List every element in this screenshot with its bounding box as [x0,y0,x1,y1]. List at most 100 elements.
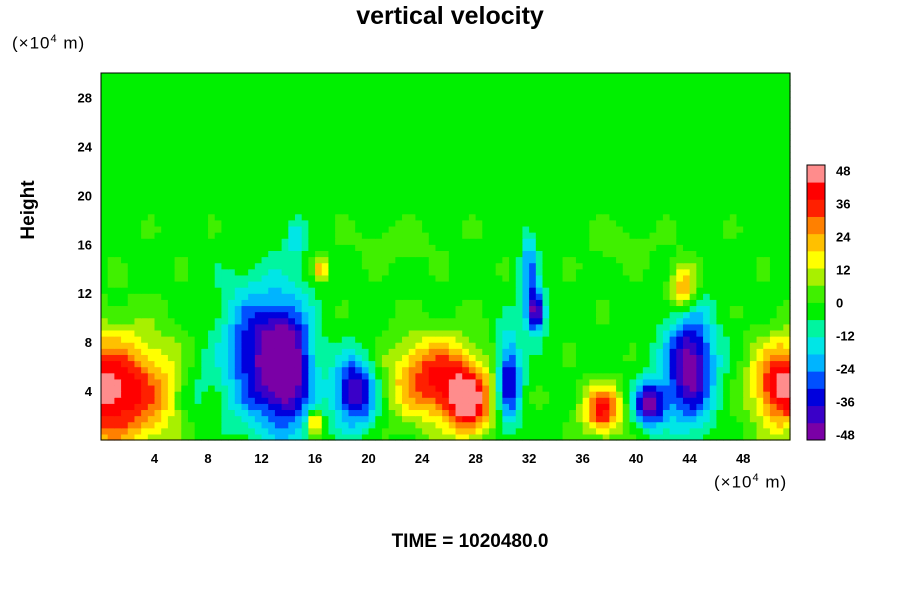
heatmap-cell [428,201,437,209]
heatmap-cell [642,201,651,209]
heatmap-cell [676,409,684,417]
heatmap-cell [328,378,336,386]
heatmap-cell [743,176,751,184]
heatmap-cell [743,317,751,325]
heatmap-cell [341,415,350,423]
heatmap-cell [482,311,490,319]
heatmap-cell [388,360,396,368]
heatmap-cell [201,421,209,429]
heatmap-cell [308,378,316,386]
heatmap-cell [596,244,604,251]
heatmap-cell [388,433,396,441]
heatmap-cell [515,201,524,209]
heatmap-cell [388,336,396,343]
heatmap-cell [763,164,771,172]
heatmap-cell [529,378,537,386]
heatmap-cell [408,176,416,184]
heatmap-cell [187,427,196,435]
heatmap-cell [729,219,738,227]
heatmap-cell [261,274,269,282]
heatmap-cell [121,336,129,343]
heatmap-cell [515,360,524,368]
heatmap-cell [161,378,169,386]
heatmap-cell [549,409,557,417]
heatmap-cell [542,329,550,337]
heatmap-cell [328,293,336,300]
heatmap-cell [689,403,697,411]
heatmap-cell [475,342,483,349]
heatmap-cell [689,409,697,417]
heatmap-cell [187,268,196,276]
heatmap-cell [274,323,283,331]
heatmap-cell [141,336,149,343]
heatmap-cell [254,189,263,196]
heatmap-cell [729,232,738,239]
heatmap-cell [763,189,771,196]
heatmap-cell [636,170,644,178]
heatmap-cell [442,152,450,160]
heatmap-cell [656,354,664,362]
heatmap-cell [181,170,189,178]
heatmap-cell [167,299,176,307]
heatmap-cell [208,189,216,196]
heatmap-cell [535,372,544,380]
heatmap-cell [167,323,176,331]
heatmap-cell [669,311,677,319]
heatmap-cell [402,427,410,435]
heatmap-cell [375,146,383,154]
heatmap-cell [114,183,122,190]
heatmap-cell [482,305,490,313]
heatmap-cell [716,164,724,172]
heatmap-cell [689,360,697,368]
heatmap-cell [622,360,631,368]
heatmap-cell [729,427,738,435]
heatmap-cell [381,225,390,233]
heatmap-cell [783,433,791,441]
heatmap-cell [107,189,115,196]
heatmap-cell [415,391,423,398]
heatmap-cell [147,421,156,429]
heatmap-cell [194,225,202,233]
heatmap-cell [769,323,778,331]
heatmap-cell [555,427,564,435]
heatmap-cell [756,152,764,160]
heatmap-cell [535,421,544,429]
heatmap-cell [181,195,189,203]
heatmap-cell [101,238,109,245]
heatmap-cell [248,158,256,166]
heatmap-cell [408,366,416,374]
heatmap-cell [575,232,584,239]
heatmap-cell [636,366,644,374]
heatmap-cell [301,372,309,380]
heatmap-cell [174,287,182,294]
heatmap-cell [749,213,758,221]
heatmap-cell [214,287,223,294]
heatmap-cell [107,421,115,429]
heatmap-cell [147,299,156,307]
heatmap-cell [468,348,477,355]
heatmap-cell [288,336,296,343]
heatmap-cell [422,238,430,245]
heatmap-cell [542,323,550,331]
heatmap-cell [341,305,350,313]
heatmap-cell [147,274,156,282]
heatmap-cell [375,268,383,276]
heatmap-cell [355,201,363,209]
heatmap-cell [783,397,791,404]
heatmap-cell [616,262,624,270]
heatmap-cell [575,317,584,325]
heatmap-cell [616,201,624,209]
heatmap-cell [395,342,403,349]
heatmap-cell [428,268,437,276]
heatmap-cell [589,311,597,319]
heatmap-cell [315,164,323,172]
heatmap-cell [261,372,269,380]
heatmap-cell [261,305,269,313]
heatmap-cell [294,329,303,337]
heatmap-cell [308,244,316,251]
heatmap-cell [141,366,149,374]
heatmap-cell [361,336,370,343]
heatmap-cell [529,336,537,343]
heatmap-cell [676,366,684,374]
heatmap-cell [201,176,209,184]
